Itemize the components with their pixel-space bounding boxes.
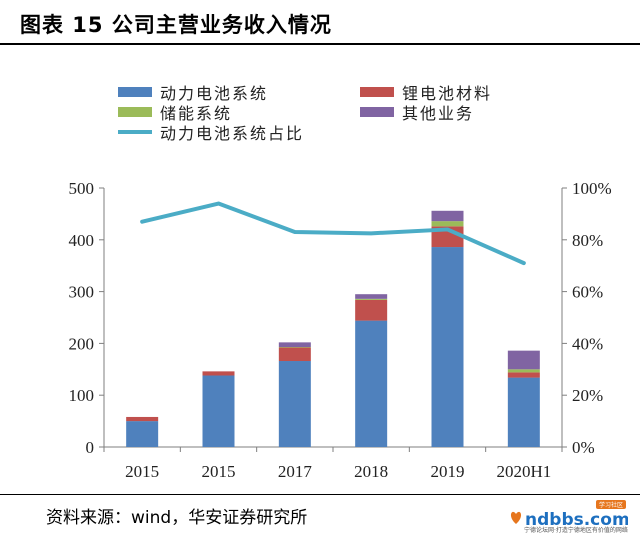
right-tick-label: 20% <box>572 386 603 405</box>
bar-segment <box>507 377 540 447</box>
figure-header: 图表 15 公司主营业务收入情况 <box>0 0 640 45</box>
figure-title: 图表 15 公司主营业务收入情况 <box>20 13 332 37</box>
bar-segment <box>507 350 540 370</box>
right-tick-label: 40% <box>572 334 603 353</box>
x-tick-label: 2017 <box>278 462 313 481</box>
right-tick-label: 0% <box>572 438 595 457</box>
left-tick-label: 400 <box>69 231 95 250</box>
legend-swatch <box>118 107 152 117</box>
watermark-tagline: 宁德论坛网·打造宁德地区有价值的网络论坛 <box>524 526 628 534</box>
legend-label: 储能系统 <box>160 104 232 123</box>
left-tick-label: 300 <box>69 283 95 302</box>
heart-icon <box>510 511 522 524</box>
left-tick-label: 500 <box>69 179 95 198</box>
x-tick-label: 2015 <box>202 462 236 481</box>
bar-segment <box>431 247 464 447</box>
legend-swatch <box>118 87 152 97</box>
legend-label: 动力电池系统占比 <box>160 124 304 143</box>
legend-label: 其他业务 <box>402 104 474 123</box>
bar-segment <box>278 361 311 447</box>
bar-segment <box>355 298 388 300</box>
revenue-chart: 0 100 200 300 400 500 0% 20% 40% 60% 80% 100% 2015 20… <box>69 84 612 481</box>
x-tick-label: 2018 <box>354 462 388 481</box>
left-tick-label: 100 <box>69 386 95 405</box>
source-note: 资料来源：wind，华安证券研究所 <box>46 508 308 528</box>
bar-segment <box>126 416 159 422</box>
legend-label: 锂电池材料 <box>402 84 492 103</box>
bar-segment <box>355 299 388 321</box>
ratio-line <box>140 201 526 266</box>
bar-segment <box>355 294 388 299</box>
bar-segment <box>355 320 388 447</box>
bar-segment <box>431 221 464 227</box>
footer-rule <box>0 494 640 495</box>
left-tick-label: 0 <box>86 438 95 457</box>
x-tick-label: 2015 <box>125 462 159 481</box>
bar-segment <box>202 371 235 376</box>
watermark-logo: 学习社区 ndbbs.com 宁德论坛网·打造宁德地区有价值的网络论坛 <box>510 500 628 534</box>
legend-label: 动力电池系统 <box>160 84 268 103</box>
bar-segment <box>507 369 540 373</box>
bar-segment <box>126 421 159 447</box>
x-tick-label: 2019 <box>431 462 465 481</box>
bar-segment <box>278 342 311 348</box>
watermark-badge: 学习社区 <box>599 501 623 509</box>
bar-segment <box>278 347 311 348</box>
legend-swatch <box>360 87 394 97</box>
bar-segment <box>278 347 311 362</box>
legend-swatch <box>360 107 394 117</box>
right-tick-label: 60% <box>572 283 603 302</box>
watermark-brand: ndbbs.com <box>525 510 628 530</box>
bar-segment <box>202 375 235 447</box>
bar-segment <box>507 372 540 378</box>
left-tick-label: 200 <box>69 334 95 353</box>
x-tick-label: 2020H1 <box>496 462 551 481</box>
right-tick-label: 100% <box>572 179 612 198</box>
title-rule <box>0 43 640 45</box>
right-tick-label: 80% <box>572 231 603 250</box>
bar-segment <box>431 210 464 222</box>
watermark-badge-bg <box>596 500 626 509</box>
